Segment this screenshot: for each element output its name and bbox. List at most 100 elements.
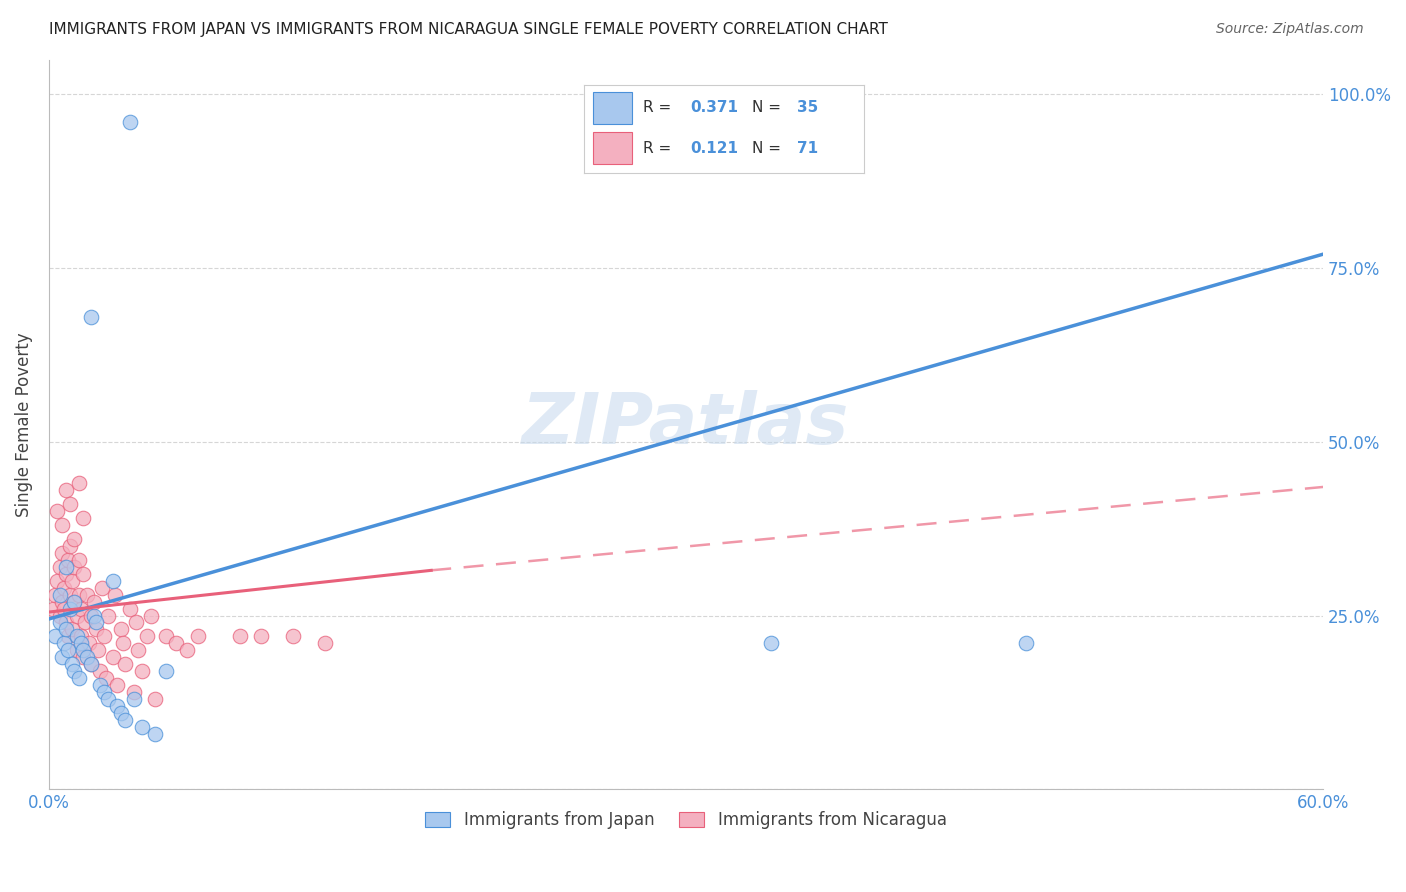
Point	[65, 608, 87, 623]
Point	[89, 664, 111, 678]
Text: ZIPatlas: ZIPatlas	[523, 390, 849, 458]
Point	[110, 623, 132, 637]
Point	[114, 657, 136, 672]
Point	[76, 650, 98, 665]
Point	[60, 623, 83, 637]
Point	[131, 664, 153, 678]
Point	[97, 608, 120, 623]
Point	[101, 574, 124, 588]
Point	[84, 615, 107, 630]
Point	[80, 608, 103, 623]
Point	[55, 566, 77, 581]
Point	[67, 553, 90, 567]
Point	[114, 713, 136, 727]
Point	[118, 601, 141, 615]
Point	[67, 671, 90, 685]
Point	[52, 636, 75, 650]
Point	[56, 553, 79, 567]
Y-axis label: Single Female Poverty: Single Female Poverty	[15, 332, 32, 516]
Point	[56, 643, 79, 657]
Point	[139, 608, 162, 623]
Legend: Immigrants from Japan, Immigrants from Nicaragua: Immigrants from Japan, Immigrants from N…	[419, 805, 953, 836]
Point	[83, 594, 105, 608]
Point	[46, 574, 69, 588]
Point	[72, 643, 94, 657]
Point	[59, 601, 82, 615]
Point	[96, 671, 118, 685]
Point	[187, 629, 209, 643]
Point	[176, 643, 198, 657]
Point	[59, 588, 82, 602]
Point	[83, 608, 105, 623]
Text: IMMIGRANTS FROM JAPAN VS IMMIGRANTS FROM NICARAGUA SINGLE FEMALE POVERTY CORRELA: IMMIGRANTS FROM JAPAN VS IMMIGRANTS FROM…	[49, 22, 889, 37]
Point	[48, 608, 70, 623]
Point	[63, 532, 86, 546]
Point	[97, 692, 120, 706]
Point	[42, 601, 65, 615]
Point	[65, 643, 87, 657]
Point	[67, 476, 90, 491]
Point	[165, 636, 187, 650]
Point	[63, 594, 86, 608]
Point	[91, 581, 114, 595]
Point	[69, 629, 91, 643]
Point	[105, 678, 128, 692]
Point	[250, 629, 273, 643]
Point	[155, 664, 177, 678]
Text: Source: ZipAtlas.com: Source: ZipAtlas.com	[1216, 22, 1364, 37]
Point	[69, 636, 91, 650]
Point	[65, 629, 87, 643]
Point	[59, 497, 82, 511]
Point	[72, 566, 94, 581]
Point	[67, 588, 90, 602]
Point	[112, 636, 135, 650]
Point	[93, 685, 115, 699]
Point	[44, 629, 66, 643]
Point	[143, 692, 166, 706]
Point	[80, 657, 103, 672]
Point	[135, 629, 157, 643]
Point	[51, 546, 73, 560]
Point	[84, 623, 107, 637]
Point	[46, 504, 69, 518]
Point	[51, 518, 73, 533]
Point	[87, 643, 110, 657]
Point	[55, 559, 77, 574]
Point	[105, 698, 128, 713]
Point	[60, 574, 83, 588]
Point	[127, 643, 149, 657]
Point	[60, 657, 83, 672]
Point	[52, 601, 75, 615]
Point	[80, 657, 103, 672]
Point	[131, 720, 153, 734]
Point	[143, 726, 166, 740]
Point	[63, 594, 86, 608]
Point	[229, 629, 252, 643]
Point	[55, 483, 77, 498]
Point	[122, 685, 145, 699]
Point	[69, 601, 91, 615]
Point	[122, 692, 145, 706]
Point	[52, 581, 75, 595]
Point	[79, 636, 101, 650]
Point	[55, 615, 77, 630]
Point	[118, 115, 141, 129]
Point	[59, 539, 82, 553]
Point	[155, 629, 177, 643]
Point	[125, 615, 148, 630]
Point	[44, 588, 66, 602]
Point	[104, 588, 127, 602]
Point	[56, 629, 79, 643]
Point	[314, 636, 336, 650]
Point	[72, 650, 94, 665]
Point	[110, 706, 132, 720]
Point	[55, 623, 77, 637]
Point	[72, 511, 94, 525]
Point	[89, 678, 111, 692]
Point	[93, 629, 115, 643]
Point	[63, 559, 86, 574]
Point	[101, 650, 124, 665]
Point	[76, 588, 98, 602]
Point	[51, 594, 73, 608]
Point	[51, 650, 73, 665]
